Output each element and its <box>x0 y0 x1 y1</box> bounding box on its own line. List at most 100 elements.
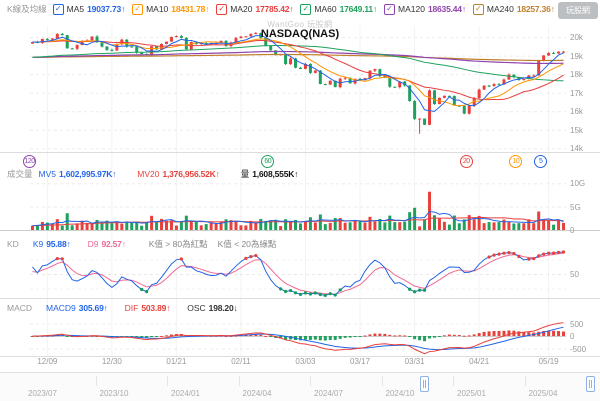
k9-value-number: 95.88 <box>46 239 67 249</box>
ma120-toggle[interactable]: ✓ MA120 18635.44↑ <box>384 3 466 15</box>
macd-axis-label: 0 <box>570 332 575 341</box>
klines-section-label: K線及均線 <box>7 4 47 14</box>
ma20-up-arrow-icon: ↑ <box>289 4 294 14</box>
k9-up-arrow-icon: ↑ <box>66 239 71 249</box>
volume-section-label: 成交量 <box>7 169 33 179</box>
slider-tick <box>167 376 168 386</box>
mv20-value-number: 1,376,956.52K <box>162 169 216 179</box>
ma240-toggle[interactable]: ✓ MA240 18257.36↑ <box>472 3 555 15</box>
slider-date-label: 2024/01 <box>171 389 200 398</box>
mv5-value: 1,602,995.97K↑ <box>59 169 116 179</box>
d9-up-arrow-icon: ↑ <box>121 239 126 249</box>
macd9-value-number: 305.69 <box>78 303 104 313</box>
osc-down-arrow-icon: ↓ <box>233 303 238 313</box>
ma-period-badge-10[interactable]: 10 <box>509 155 523 168</box>
slider-right-handle[interactable] <box>585 376 595 392</box>
osc-label: OSC <box>187 303 206 313</box>
slider-date-label: 2025/01 <box>457 389 486 398</box>
slider-left-handle[interactable] <box>420 376 430 392</box>
ma120-label: MA120 <box>398 4 425 14</box>
date-range-slider[interactable]: 2023/07 2023/10 2024/01 2024/04 2024/07 2024/… <box>0 372 600 401</box>
mv20-legend[interactable]: MV20 1,376,956.52K↑ <box>137 169 220 179</box>
price-axis-label: 19k <box>570 51 583 61</box>
mv5-up-arrow-icon: ↑ <box>112 169 117 179</box>
ma5-checkbox-icon[interactable]: ✓ <box>52 3 64 15</box>
price-axis-label: 18k <box>570 70 583 80</box>
ma5-value-number: 19037.73 <box>87 4 122 14</box>
macd-legend-row: MACD MACD9 305.69↑ DIF 503.89↑ OSC 198.2… <box>7 303 245 313</box>
ma240-value: 18257.36↑ <box>517 4 555 14</box>
date-tick-label: 12/09 <box>37 357 58 366</box>
wantgoo-watermark: WantGoo 玩股網 <box>267 20 333 29</box>
ma120-up-arrow-icon: ↑ <box>461 4 466 14</box>
ma-legend-row: K線及均線 ✓ MA5 19037.73↑ ✓ MA10 18431.78↑ ✓… <box>7 3 562 15</box>
date-tick-label: 03/03 <box>295 357 316 366</box>
ma-period-badge-120[interactable]: 120 <box>23 155 36 168</box>
ma20-checkbox-icon[interactable]: ✓ <box>216 3 228 15</box>
mv5-legend[interactable]: MV5 1,602,995.97K↑ <box>39 169 117 179</box>
ma240-value-number: 18257.36 <box>516 4 551 14</box>
price-axis-label: 17k <box>570 88 583 98</box>
volume-current-value: 1,608,555K↑ <box>252 169 298 179</box>
dif-up-arrow-icon: ↑ <box>166 303 171 313</box>
ma60-value: 17649.11↑ <box>339 4 378 14</box>
date-tick-label: 05/19 <box>538 357 559 366</box>
volume-up-arrow-icon: ↑ <box>294 169 299 179</box>
ma20-value-number: 17785.42 <box>255 4 290 14</box>
slider-tick <box>310 376 311 386</box>
slider-tick <box>453 376 454 386</box>
date-tick-label: 01/21 <box>166 357 187 366</box>
price-axis-label: 20k <box>570 33 583 43</box>
ma120-checkbox-icon[interactable]: ✓ <box>384 3 396 15</box>
wantgoo-logo[interactable]: 玩股網 <box>558 2 598 19</box>
ma5-value: 19037.73↑ <box>87 4 125 14</box>
ma60-checkbox-icon[interactable]: ✓ <box>300 3 312 15</box>
slider-date-label: 2024/10 <box>385 389 415 398</box>
ma10-checkbox-icon[interactable]: ✓ <box>132 3 144 15</box>
date-tick-label: 12/30 <box>101 357 122 366</box>
ma20-toggle[interactable]: ✓ MA20 17785.42↑ <box>216 3 294 15</box>
slider-date-label: 2024/04 <box>242 389 272 398</box>
macd9-label: MACD9 <box>46 303 76 313</box>
ma-period-badge-20[interactable]: 20 <box>459 155 473 168</box>
d9-legend[interactable]: D9 92.57↑ <box>88 239 126 249</box>
ma240-checkbox-icon[interactable]: ✓ <box>472 3 484 15</box>
osc-legend: OSC 198.20↓ <box>187 303 238 313</box>
d9-value: 92.57↑ <box>101 239 126 249</box>
volume-axis-label: 0 <box>570 226 575 235</box>
date-tick-label: 04/21 <box>469 357 490 366</box>
ma5-toggle[interactable]: ✓ MA5 19037.73↑ <box>52 3 125 15</box>
ma5-up-arrow-icon: ↑ <box>121 4 126 14</box>
volume-legend-row: 成交量 MV5 1,602,995.97K↑ MV20 1,376,956.52… <box>7 168 305 180</box>
slider-date-label: 2023/10 <box>99 389 129 398</box>
kd-note-high: K值 > 80為紅點 <box>148 239 208 249</box>
ma10-toggle[interactable]: ✓ MA10 18431.78↑ <box>132 3 209 15</box>
ma60-value-number: 17649.11 <box>339 4 374 14</box>
volume-value-number: 1,608,555K <box>252 169 295 179</box>
k9-legend[interactable]: K9 95.88↑ <box>33 239 71 249</box>
price-axis-label: 16k <box>570 107 583 117</box>
price-axis-label: 14k <box>570 144 583 154</box>
slider-date-label: 2023/07 <box>28 389 57 398</box>
ma120-value-number: 18635.44 <box>427 4 462 14</box>
macd9-legend[interactable]: MACD9 305.69↑ <box>46 303 108 313</box>
dif-legend[interactable]: DIF 503.89↑ <box>125 303 171 313</box>
ma-period-badge-5[interactable]: 5 <box>534 155 548 168</box>
mv5-value-number: 1,602,995.97K <box>59 169 113 179</box>
ma10-value: 18431.78↑ <box>171 4 209 14</box>
d9-label: D9 <box>87 239 99 249</box>
kd-legend-row: KD K9 95.88↑ D9 92.57↑ K值 > 80為紅點 K值 < 2… <box>7 238 286 250</box>
mv20-up-arrow-icon: ↑ <box>215 169 220 179</box>
volume-axis-label: 5G <box>570 202 581 212</box>
slider-tick <box>238 376 240 386</box>
dif-value-number: 503.89 <box>141 303 167 313</box>
date-tick-label: 02/11 <box>231 357 251 366</box>
ma60-toggle[interactable]: ✓ MA60 17649.11↑ <box>300 3 378 15</box>
ma240-up-arrow-icon: ↑ <box>550 4 555 14</box>
ma5-label: MA5 <box>66 4 85 14</box>
macd9-up-arrow-icon: ↑ <box>103 303 108 313</box>
ma-period-badge-60[interactable]: 60 <box>261 155 275 168</box>
osc-value: 198.20↓ <box>209 303 238 313</box>
